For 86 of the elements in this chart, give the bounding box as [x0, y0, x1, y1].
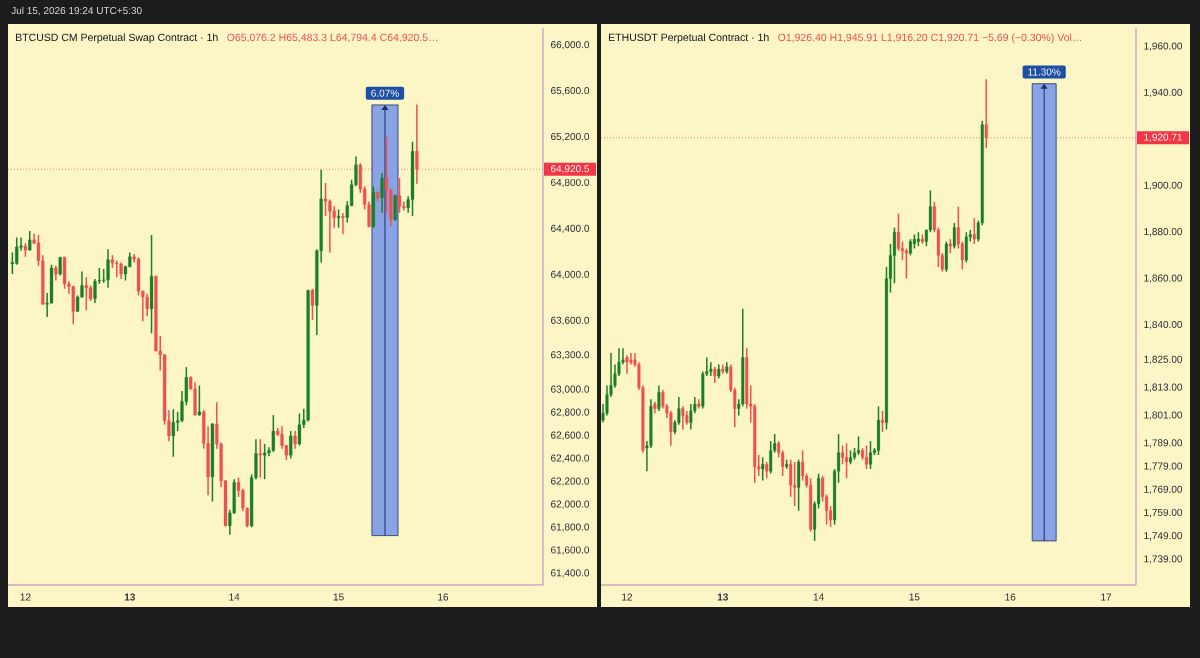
candlestick	[336, 208, 341, 229]
candlestick	[984, 78, 988, 149]
candlestick	[709, 361, 713, 377]
y-tick-label: 61,800.0	[551, 523, 590, 532]
y-tick-label: 1,880.00	[1144, 228, 1183, 237]
annotation: 11.30%	[1028, 68, 1061, 76]
x-tick-label: 12	[20, 593, 31, 601]
y-tick-label: 63,300.0	[551, 351, 590, 360]
candlestick	[845, 442, 849, 479]
candlestick	[28, 230, 32, 252]
y-tick-label: 1,900.00	[1144, 181, 1183, 190]
candlestick	[289, 430, 293, 460]
chart-title: ETHUSDT Perpetual Contract · 1h	[609, 33, 769, 44]
candlestick	[380, 172, 384, 214]
y-tick-label: 1,840.00	[1144, 320, 1183, 330]
candlestick	[865, 444, 869, 470]
y-tick-label: 66,000.0	[551, 41, 590, 50]
y-tick-label: 1,789.00	[1144, 439, 1183, 448]
y-tick-label: 1,801.00	[1144, 411, 1183, 420]
x-tick-label: 16	[438, 593, 449, 601]
y-tick-label: 1,860.00	[1144, 274, 1183, 283]
x-tick-label: 13	[124, 593, 135, 601]
candlestick	[681, 405, 685, 431]
candlestick	[263, 443, 267, 480]
candlestick	[964, 231, 968, 264]
x-tick-label: 14	[229, 593, 240, 601]
y-tick-label: 65,600.0	[551, 87, 590, 96]
x-tick-label: 15	[909, 593, 920, 601]
candlestick	[793, 461, 797, 507]
x-tick-label: 17	[1101, 593, 1112, 601]
y-tick-label: 1,960.00	[1144, 42, 1183, 51]
y-tick-label: 62,400.0	[551, 454, 590, 463]
y-tick-label: 1,739.00	[1144, 555, 1183, 564]
ref-line-label: 1,920.71	[1144, 133, 1182, 142]
candlestick	[896, 212, 900, 252]
candlestick	[93, 278, 97, 304]
y-tick-label: 1,825.00	[1144, 355, 1183, 364]
candlestick	[310, 288, 315, 321]
candlestick	[761, 456, 765, 482]
y-tick-label: 1,779.00	[1144, 462, 1183, 471]
chart-subtitle: O65,076.2 H65,483.3 L64,794.4 C64,920.5…	[227, 33, 438, 43]
x-tick-label: 13	[717, 593, 728, 601]
candlestick	[415, 103, 419, 185]
x-tick-label: 12	[622, 593, 633, 601]
y-tick-label: 64,800.0	[551, 178, 590, 188]
candlestick	[868, 440, 873, 470]
chart-subtitle: O1,926.40 H1,945.91 L1,916.20 C1,920.71 −5.69 (−0.30%) Vol…	[778, 33, 1081, 44]
y-tick-label: 63,000.0	[551, 385, 590, 394]
y-tick-label: 62,600.0	[551, 431, 590, 440]
y-tick-label: 63,600.0	[551, 316, 590, 325]
x-tick-label: 16	[1005, 593, 1016, 601]
y-tick-label: 1,759.00	[1144, 508, 1183, 518]
candlestick	[397, 177, 402, 214]
candlestick	[106, 248, 110, 289]
candlestick	[972, 217, 976, 245]
y-tick-label: 62,000.0	[551, 500, 590, 509]
y-tick-label: 61,600.0	[551, 546, 590, 555]
x-tick-label: 15	[333, 593, 344, 601]
y-tick-label: 64,400.0	[551, 224, 590, 234]
candlestick	[341, 212, 345, 235]
candlestick	[145, 292, 149, 317]
candlestick	[297, 412, 302, 447]
x-tick-label: 14	[813, 593, 824, 601]
y-tick-label: 65,200.0	[551, 132, 590, 142]
y-tick-label: 61,400.0	[551, 569, 590, 578]
candlestick	[857, 435, 861, 456]
ref-line-label: 64,920.5	[551, 165, 590, 174]
candlestick	[258, 438, 262, 479]
candlestick	[393, 193, 397, 222]
candlestick	[629, 352, 633, 366]
y-tick-label: 62,200.0	[551, 477, 590, 486]
y-tick-label: 1,813.00	[1144, 383, 1183, 392]
y-tick-label: 62,800.0	[551, 408, 590, 417]
annotation: 6.07%	[371, 89, 399, 97]
y-tick-label: 1,940.00	[1144, 88, 1183, 98]
candlestick	[197, 384, 202, 417]
candlestick	[271, 414, 275, 453]
y-tick-label: 1,769.00	[1144, 485, 1183, 494]
y-tick-label: 1,749.00	[1144, 532, 1183, 541]
candlestick	[625, 354, 629, 375]
chart-title: BTCUSD CM Perpetual Swap Contract · 1h	[16, 33, 218, 44]
candlestick	[952, 222, 956, 250]
y-tick-label: 64,000.0	[551, 270, 590, 280]
candlestick	[657, 384, 661, 412]
text: Jul 15, 2026 19:24 UTC+5:30	[11, 6, 142, 16]
candlestick	[880, 410, 884, 433]
